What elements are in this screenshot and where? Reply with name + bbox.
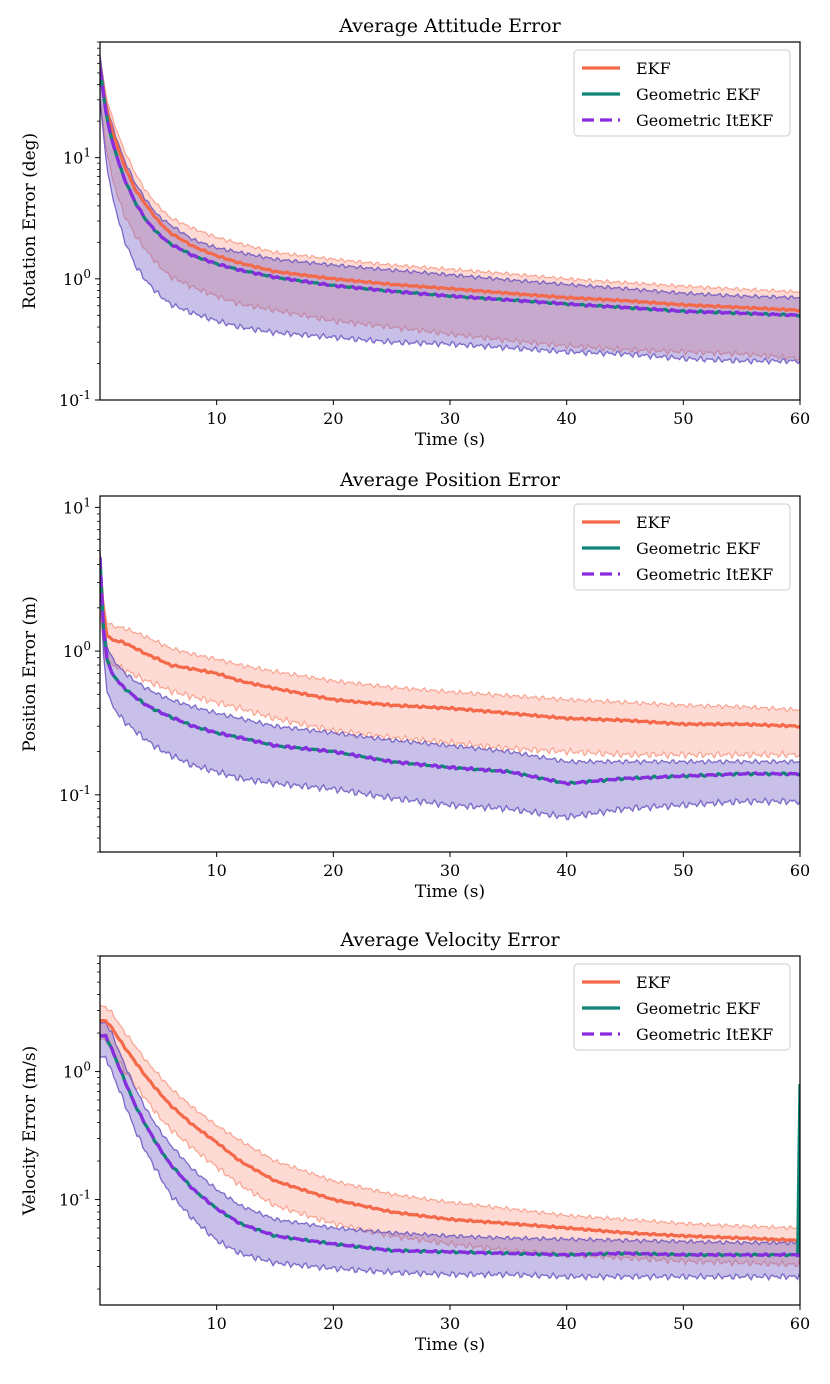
- x-axis-label: Time (s): [415, 882, 485, 902]
- band-edge-upper-ekf: [100, 55, 800, 294]
- x-tick-label: 10: [206, 1314, 226, 1333]
- y-tick-label: 100: [63, 639, 91, 661]
- x-tick-label: 40: [556, 409, 576, 428]
- band-edge-upper-geometric-itekf: [100, 1021, 800, 1246]
- x-tick-label: 50: [673, 861, 693, 880]
- band-geometric-ekf: [100, 55, 800, 364]
- chart-panel-1: Average Attitude Error 10 20 30 40 50 60 10-1 10…: [20, 15, 810, 450]
- legend: EKF Geometric EKF Geometric ItEKF: [573, 49, 791, 137]
- series-line-ekf: [100, 1018, 800, 1243]
- x-tick-label: 40: [556, 861, 576, 880]
- y-axis-label: Position Error (m): [20, 596, 40, 752]
- x-tick-label: 20: [323, 1314, 343, 1333]
- band-geometric-itekf: [100, 550, 800, 820]
- x-tick-label: 20: [323, 409, 343, 428]
- legend-box: [573, 503, 791, 591]
- x-tick-label: 50: [673, 409, 693, 428]
- band-edge-lower-ekf: [100, 99, 800, 361]
- legend: EKF Geometric EKF Geometric ItEKF: [573, 963, 791, 1051]
- chart-panel-3: Average Velocity Error 10 20 30 40 50 60 10-1 10…: [20, 929, 810, 1355]
- band-edge-upper-ekf: [100, 1004, 800, 1231]
- band-edge-upper-ekf: [100, 550, 800, 712]
- band-edge-lower-ekf: [100, 607, 800, 760]
- y-tick-label: 100: [63, 267, 91, 289]
- legend-entry: Geometric ItEKF: [636, 1025, 773, 1044]
- band-geometric-itekf: [100, 55, 800, 365]
- y-axis-label: Rotation Error (deg): [20, 133, 40, 309]
- legend-entry: Geometric EKF: [636, 539, 761, 558]
- plot-area: [100, 1004, 800, 1282]
- x-axis-label: Time (s): [415, 1335, 485, 1355]
- x-tick-label: 60: [790, 1314, 810, 1333]
- chart-title: Average Velocity Error: [339, 929, 560, 951]
- y-axis-label: Velocity Error (m/s): [20, 1046, 40, 1217]
- legend-entry: EKF: [636, 973, 671, 992]
- legend-entry: EKF: [636, 513, 671, 532]
- legend-entry: Geometric ItEKF: [636, 565, 773, 584]
- band-edge-lower-ekf: [100, 1038, 800, 1268]
- plot-area: [100, 55, 800, 366]
- band-edge-lower-geometric-itekf: [100, 1055, 800, 1282]
- x-tick-label: 50: [673, 1314, 693, 1333]
- band-geometric-ekf: [100, 550, 800, 820]
- x-axis-label: Time (s): [415, 430, 485, 450]
- x-tick-label: 30: [440, 861, 460, 880]
- band-ekf: [100, 1005, 800, 1267]
- x-tick-label: 60: [790, 409, 810, 428]
- y-tick-label: 10-1: [59, 388, 91, 410]
- x-tick-label: 30: [440, 409, 460, 428]
- legend-box: [573, 49, 791, 137]
- series-line-geometric-ekf: [100, 67, 800, 318]
- series-line-geometric-itekf: [100, 1033, 800, 1258]
- x-tick-label: 40: [556, 1314, 576, 1333]
- plot-area: [100, 550, 800, 821]
- series-line-ekf: [100, 564, 800, 729]
- band-ekf: [100, 55, 800, 361]
- band-edge-upper-geometric-itekf: [100, 55, 800, 301]
- legend-entry: EKF: [636, 59, 671, 78]
- chart-title: Average Attitude Error: [338, 15, 561, 37]
- legend-entry: Geometric EKF: [636, 85, 761, 104]
- legend: EKF Geometric EKF Geometric ItEKF: [573, 503, 791, 591]
- legend-box: [573, 963, 791, 1051]
- series-line-ekf: [100, 67, 800, 313]
- y-tick-label: 101: [63, 146, 91, 168]
- chart-panel-2: Average Position Error 10 20 30 40 50 60 10-1 10…: [20, 469, 810, 902]
- y-tick-label: 10-1: [59, 783, 91, 805]
- band-edge-upper-geometric-itekf: [100, 550, 800, 766]
- x-tick-label: 60: [790, 861, 810, 880]
- band-ekf: [100, 550, 800, 759]
- legend-entry: Geometric ItEKF: [636, 111, 773, 130]
- band-edge-lower-geometric-itekf: [100, 572, 800, 821]
- series-line-geometric-itekf: [100, 557, 800, 787]
- legend-entry: Geometric EKF: [636, 999, 761, 1018]
- x-tick-label: 10: [206, 861, 226, 880]
- y-tick-label: 10-1: [59, 1188, 91, 1210]
- y-tick-label: 100: [63, 1060, 91, 1082]
- x-tick-label: 30: [440, 1314, 460, 1333]
- band-edge-lower-geometric-itekf: [100, 99, 800, 366]
- y-tick-label: 101: [63, 495, 91, 517]
- x-tick-label: 10: [206, 409, 226, 428]
- chart-title: Average Position Error: [339, 469, 561, 491]
- x-tick-label: 20: [323, 861, 343, 880]
